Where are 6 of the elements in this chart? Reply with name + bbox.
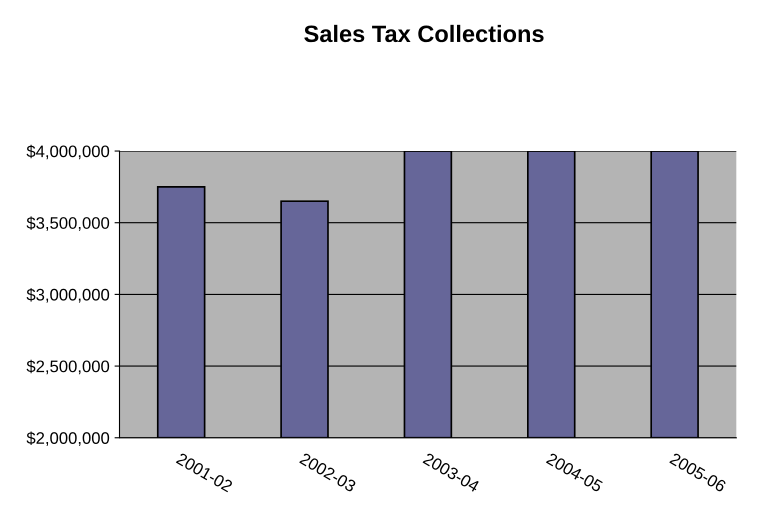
- y-tick-label: $3,500,000: [26, 216, 110, 231]
- chart-title: Sales Tax Collections: [304, 24, 544, 42]
- y-tick-label: $2,500,000: [26, 360, 110, 374]
- y-tick-label: $3,000,000: [26, 288, 110, 303]
- y-tick-label: $4,000,000: [26, 144, 110, 160]
- y-tick-label: $2,000,000: [26, 431, 110, 446]
